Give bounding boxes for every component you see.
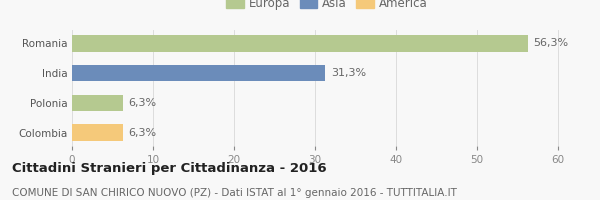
Bar xyxy=(72,65,325,81)
Text: 6,3%: 6,3% xyxy=(128,98,157,108)
Text: 6,3%: 6,3% xyxy=(128,128,157,138)
Text: Cittadini Stranieri per Cittadinanza - 2016: Cittadini Stranieri per Cittadinanza - 2… xyxy=(12,162,326,175)
Text: COMUNE DI SAN CHIRICO NUOVO (PZ) - Dati ISTAT al 1° gennaio 2016 - TUTTITALIA.IT: COMUNE DI SAN CHIRICO NUOVO (PZ) - Dati … xyxy=(12,188,457,198)
Bar xyxy=(72,95,123,111)
Bar xyxy=(72,124,123,141)
Bar xyxy=(72,35,528,52)
Legend: Europa, Asia, America: Europa, Asia, America xyxy=(221,0,433,14)
Text: 31,3%: 31,3% xyxy=(331,68,366,78)
Text: 56,3%: 56,3% xyxy=(533,38,569,48)
